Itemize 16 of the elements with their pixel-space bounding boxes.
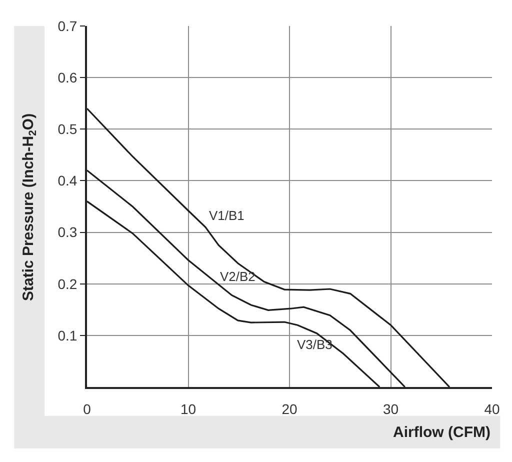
y-tick-label: 0.6 — [58, 69, 78, 86]
y-tick-label: 0.1 — [58, 327, 78, 344]
y-tick-label: 0.5 — [58, 121, 78, 138]
x-tick-label: 20 — [282, 400, 298, 417]
y-tick-label: 0.7 — [58, 18, 78, 34]
annotation: V3/B3 — [297, 337, 332, 352]
x-tick-label: 40 — [484, 400, 500, 417]
annotation: V2/B2 — [220, 269, 256, 284]
x-tick-label: 10 — [180, 400, 196, 417]
y-tick-label: 0.2 — [58, 276, 78, 292]
x-tick-label: 30 — [382, 400, 399, 417]
y-tick-label: 0.4 — [58, 172, 78, 189]
x-tick-label: 0 — [83, 400, 92, 417]
x-axis-title: Airflow (CFM) — [393, 424, 490, 441]
annotation: V1/B1 — [209, 208, 244, 223]
y-tick-label: 0.3 — [58, 224, 78, 240]
